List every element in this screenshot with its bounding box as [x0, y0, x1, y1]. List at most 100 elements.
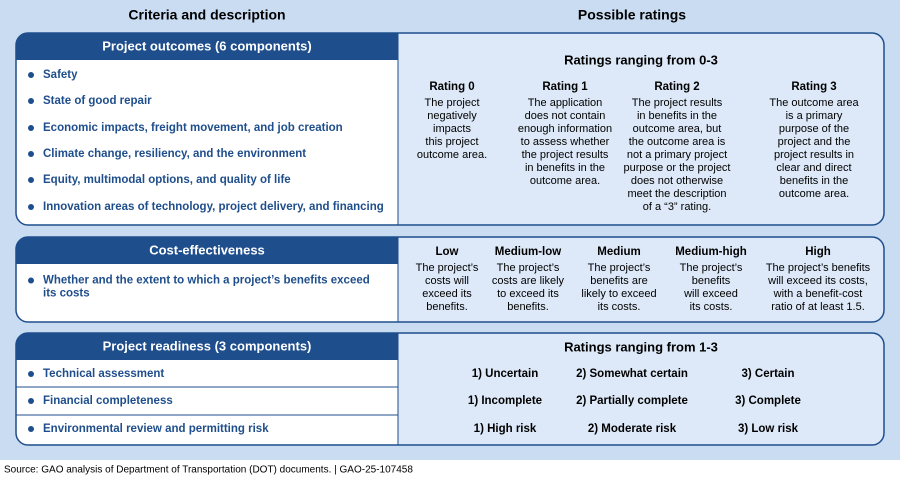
rating-description: will exceed its costs,: [767, 275, 868, 287]
rating-description: project results in: [774, 149, 854, 161]
rating-description: clear and direct: [776, 162, 851, 174]
bullet: [28, 151, 34, 157]
rating-description: the outcome area is: [629, 136, 726, 148]
criterion: Safety: [43, 69, 78, 81]
rating-label: Medium-low: [495, 246, 561, 258]
header-bar: [16, 33, 398, 60]
criterion: Innovation areas of technology, project …: [43, 201, 384, 213]
left-panel: [16, 333, 398, 445]
right-panel: [398, 33, 884, 225]
rating-description: benefits: [692, 275, 731, 287]
header-bar: [16, 237, 398, 264]
criterion: Technical assessment: [43, 368, 164, 380]
scale-title: Ratings ranging from 0-3: [564, 52, 718, 67]
bullet: [28, 125, 34, 131]
rating-description: will exceed: [683, 288, 738, 300]
rating-description: The project: [424, 97, 479, 109]
rating-label: 2) Somewhat certain: [576, 368, 688, 380]
rating-description: of a “3” rating.: [643, 201, 711, 213]
bullet: [28, 398, 34, 404]
rating-description: meet the description: [627, 188, 726, 200]
criterion: State of good repair: [43, 95, 152, 107]
rating-description: impacts: [433, 123, 471, 135]
section-title: Project outcomes (6 components): [102, 38, 311, 53]
rating-description: not a primary project: [627, 149, 727, 161]
rating-description: The outcome area: [769, 97, 859, 109]
bullet: [28, 72, 34, 78]
rating-description: outcome area.: [779, 188, 849, 200]
bullet: [28, 204, 34, 210]
panel-border: [15, 32, 885, 226]
rating-description: ratio of at least 1.5.: [771, 301, 865, 313]
left-panel: [16, 33, 398, 225]
rating-description: costs are likely: [492, 275, 565, 287]
rating-description: in benefits in the: [525, 162, 605, 174]
rating-description: The project’s: [588, 262, 651, 274]
panel-border: [15, 236, 885, 323]
criterion: Financial completeness: [43, 395, 173, 407]
rating-description: outcome area, but: [633, 123, 722, 135]
bullet: [28, 98, 34, 104]
rating-description: its costs.: [690, 301, 733, 313]
criterion: Economic impacts, freight movement, and …: [43, 122, 343, 134]
rating-label: Medium: [597, 246, 640, 258]
rating-description: benefits in the: [780, 175, 849, 187]
rating-description: the project results: [522, 149, 609, 161]
rating-label: Medium-high: [675, 246, 747, 258]
rating-description: benefits.: [507, 301, 549, 313]
criterion: Equity, multimodal options, and quality …: [43, 174, 291, 186]
rating-description: outcome area.: [530, 175, 600, 187]
rating-label: Rating 2: [654, 81, 699, 93]
section-title: Project readiness (3 components): [103, 338, 312, 353]
rating-label: 3) Complete: [735, 395, 801, 407]
right-panel: [398, 237, 884, 322]
rating-label: 2) Partially complete: [576, 395, 688, 407]
panel-border: [15, 332, 885, 446]
rating-description: project and the: [778, 136, 851, 148]
scale-title: Ratings ranging from 1-3: [564, 339, 718, 354]
rating-description: purpose or the project: [623, 162, 730, 174]
criterion: Environmental review and permitting risk: [43, 423, 269, 435]
rating-description: does not contain: [525, 110, 606, 122]
rating-description: The project’s: [497, 262, 560, 274]
rating-description: The project’s: [680, 262, 743, 274]
rating-description: to exceed its: [497, 288, 559, 300]
rating-description: The project’s benefits: [766, 262, 871, 274]
right-panel: [398, 333, 884, 445]
rating-description: benefits.: [426, 301, 468, 313]
rating-description: The project’s: [416, 262, 479, 274]
rating-description: to assess whether: [521, 136, 610, 148]
rating-description: in benefits in the: [637, 110, 717, 122]
header-bar: [16, 333, 398, 360]
rating-description: outcome area.: [417, 149, 487, 161]
bullet: [28, 277, 34, 284]
source: Source: GAO analysis of Department of Tr…: [4, 465, 413, 476]
rating-label: High: [805, 246, 831, 258]
rating-description: with a benefit-cost: [773, 288, 863, 300]
rating-description: negatively: [427, 110, 477, 122]
criterion: Climate change, resiliency, and the envi…: [43, 148, 306, 160]
section-title: Cost-effectiveness: [149, 242, 265, 257]
rating-label: Rating 1: [542, 81, 588, 93]
rating-description: likely to exceed: [581, 288, 656, 300]
rating-label: 3) Low risk: [738, 423, 799, 435]
rating-label: 1) Incomplete: [468, 395, 542, 407]
rating-description: purpose of the: [779, 123, 849, 135]
rating-label: 3) Certain: [741, 368, 794, 380]
rating-description: benefits are: [590, 275, 647, 287]
rating-label: 1) High risk: [474, 423, 537, 435]
rating-description: The project results: [632, 97, 723, 109]
rating-label: Rating 3: [791, 81, 836, 93]
column-header: Criteria and description: [128, 7, 285, 23]
rating-description: enough information: [518, 123, 612, 135]
rating-label: Rating 0: [429, 81, 474, 93]
rating-description: is a primary: [786, 110, 843, 122]
bullet: [28, 371, 34, 377]
rating-description: The application: [528, 97, 603, 109]
bullet: [28, 177, 34, 183]
rating-description: does not otherwise: [631, 175, 723, 187]
rating-description: costs will: [425, 275, 469, 287]
rating-description: its costs.: [598, 301, 641, 313]
rating-description: exceed its: [422, 288, 472, 300]
